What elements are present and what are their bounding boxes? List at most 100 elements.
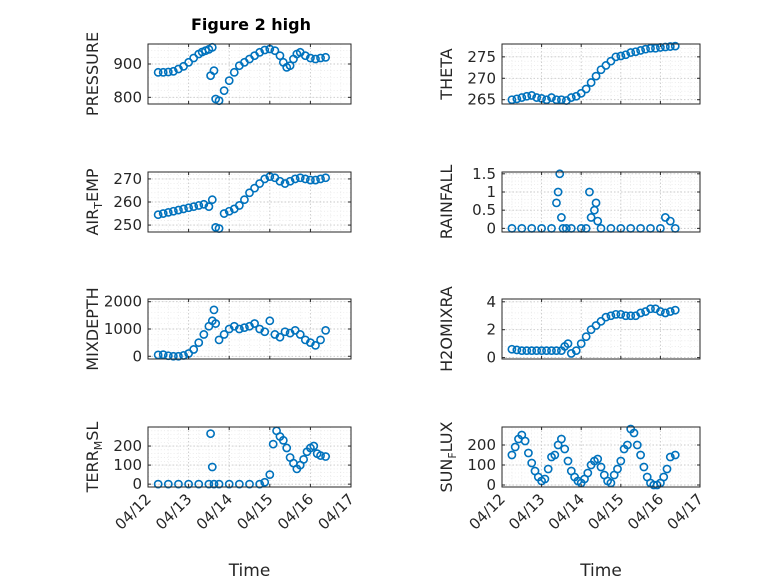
data-point xyxy=(194,338,204,348)
data-point xyxy=(158,209,168,218)
data-point xyxy=(255,47,265,57)
data-point xyxy=(321,325,331,335)
y-tick-label: 800 xyxy=(113,88,142,106)
data-point xyxy=(527,91,537,100)
data-point xyxy=(547,346,556,356)
data-point xyxy=(543,464,553,474)
data-point xyxy=(280,179,290,188)
data-point xyxy=(563,339,573,349)
data-point xyxy=(641,44,650,54)
data-point xyxy=(275,176,285,186)
data-point xyxy=(316,174,325,184)
data-point xyxy=(596,65,606,75)
data-point xyxy=(219,209,229,218)
data-point xyxy=(268,439,278,449)
data-point xyxy=(204,202,214,212)
data-point xyxy=(229,67,239,77)
data-point xyxy=(527,458,537,468)
x-tick-label: 04/14 xyxy=(193,490,236,533)
data-point xyxy=(585,187,594,197)
axes-background xyxy=(148,427,351,487)
data-point xyxy=(586,213,596,222)
data-point xyxy=(636,308,645,318)
data-point xyxy=(662,464,672,474)
y-axis-label: THETA xyxy=(437,48,456,100)
y-tick-label: 0 xyxy=(132,475,142,493)
y-tick-label: 0 xyxy=(486,219,496,237)
data-point xyxy=(219,330,229,339)
figure-title: Figure 2 high xyxy=(191,15,311,34)
data-point xyxy=(532,346,542,356)
data-point xyxy=(542,346,551,356)
data-point xyxy=(300,51,310,61)
data-point xyxy=(305,175,315,185)
data-point xyxy=(305,53,315,63)
data-point xyxy=(316,335,325,345)
axes-frame xyxy=(147,43,352,105)
data-point xyxy=(168,66,178,76)
data-point xyxy=(613,464,622,474)
data-point xyxy=(207,462,217,472)
data-point xyxy=(646,43,655,53)
data-point xyxy=(606,56,616,66)
y-tick-label: 2000 xyxy=(104,293,142,311)
data-point xyxy=(163,207,173,217)
data-point xyxy=(316,451,325,460)
x-axis-label: Time xyxy=(579,561,622,581)
data-point xyxy=(555,169,565,179)
data-point xyxy=(547,93,556,102)
data-point xyxy=(255,179,265,188)
data-point xyxy=(275,332,285,342)
data-point xyxy=(199,199,209,209)
data-point xyxy=(265,316,275,326)
y-axis-label: TERRMSL xyxy=(83,422,105,494)
data-point xyxy=(163,67,173,77)
x-axis-label: Time xyxy=(228,561,271,581)
x-tick-label: 04/15 xyxy=(233,490,276,533)
data-point xyxy=(209,479,219,489)
y-axis-label: MIXDEPTH xyxy=(83,287,102,370)
x-tick-label: 04/14 xyxy=(545,490,588,533)
x-tick-label: 04/17 xyxy=(664,490,707,533)
data-point xyxy=(527,346,537,356)
panel-air-temp: 250 260 270 AIRTEMP xyxy=(83,168,352,236)
data-point xyxy=(507,344,517,354)
panel-rainfall: 00.511.5 RAINFALL xyxy=(437,165,701,239)
data-point xyxy=(260,45,270,55)
data-point xyxy=(606,311,616,321)
axes-frame xyxy=(147,426,352,488)
data-point xyxy=(260,174,270,184)
data-point xyxy=(214,335,224,345)
data-point xyxy=(560,444,570,454)
y-tick-label: 200 xyxy=(113,437,142,455)
axes-frame xyxy=(501,426,701,488)
data-point xyxy=(646,304,655,314)
data-point xyxy=(616,51,626,61)
data-point xyxy=(184,203,193,213)
axes-frame xyxy=(501,298,701,360)
data-point xyxy=(623,440,632,450)
data-point xyxy=(240,195,249,205)
data-point xyxy=(204,479,214,489)
data-point xyxy=(611,309,621,319)
data-point xyxy=(179,204,188,214)
data-point xyxy=(636,46,645,55)
data-point xyxy=(189,345,199,354)
y-tick-label: 250 xyxy=(113,216,142,234)
y-tick-label: 100 xyxy=(113,456,142,474)
x-tick-label: 04/16 xyxy=(274,490,317,533)
data-point xyxy=(550,450,560,460)
panel-sun-flux: 0 100 200 SUNFLUX 04/1204/1304/1404/1504/160… xyxy=(437,421,707,581)
data-point xyxy=(250,183,259,193)
y-tick-label: 1000 xyxy=(104,320,142,338)
data-point xyxy=(214,479,224,489)
data-point xyxy=(557,95,566,105)
data-point xyxy=(552,95,561,105)
data-point xyxy=(542,95,551,105)
data-point xyxy=(593,216,603,226)
data-point xyxy=(593,454,603,464)
y-tick-label: 900 xyxy=(113,55,142,73)
data-point xyxy=(321,173,331,183)
